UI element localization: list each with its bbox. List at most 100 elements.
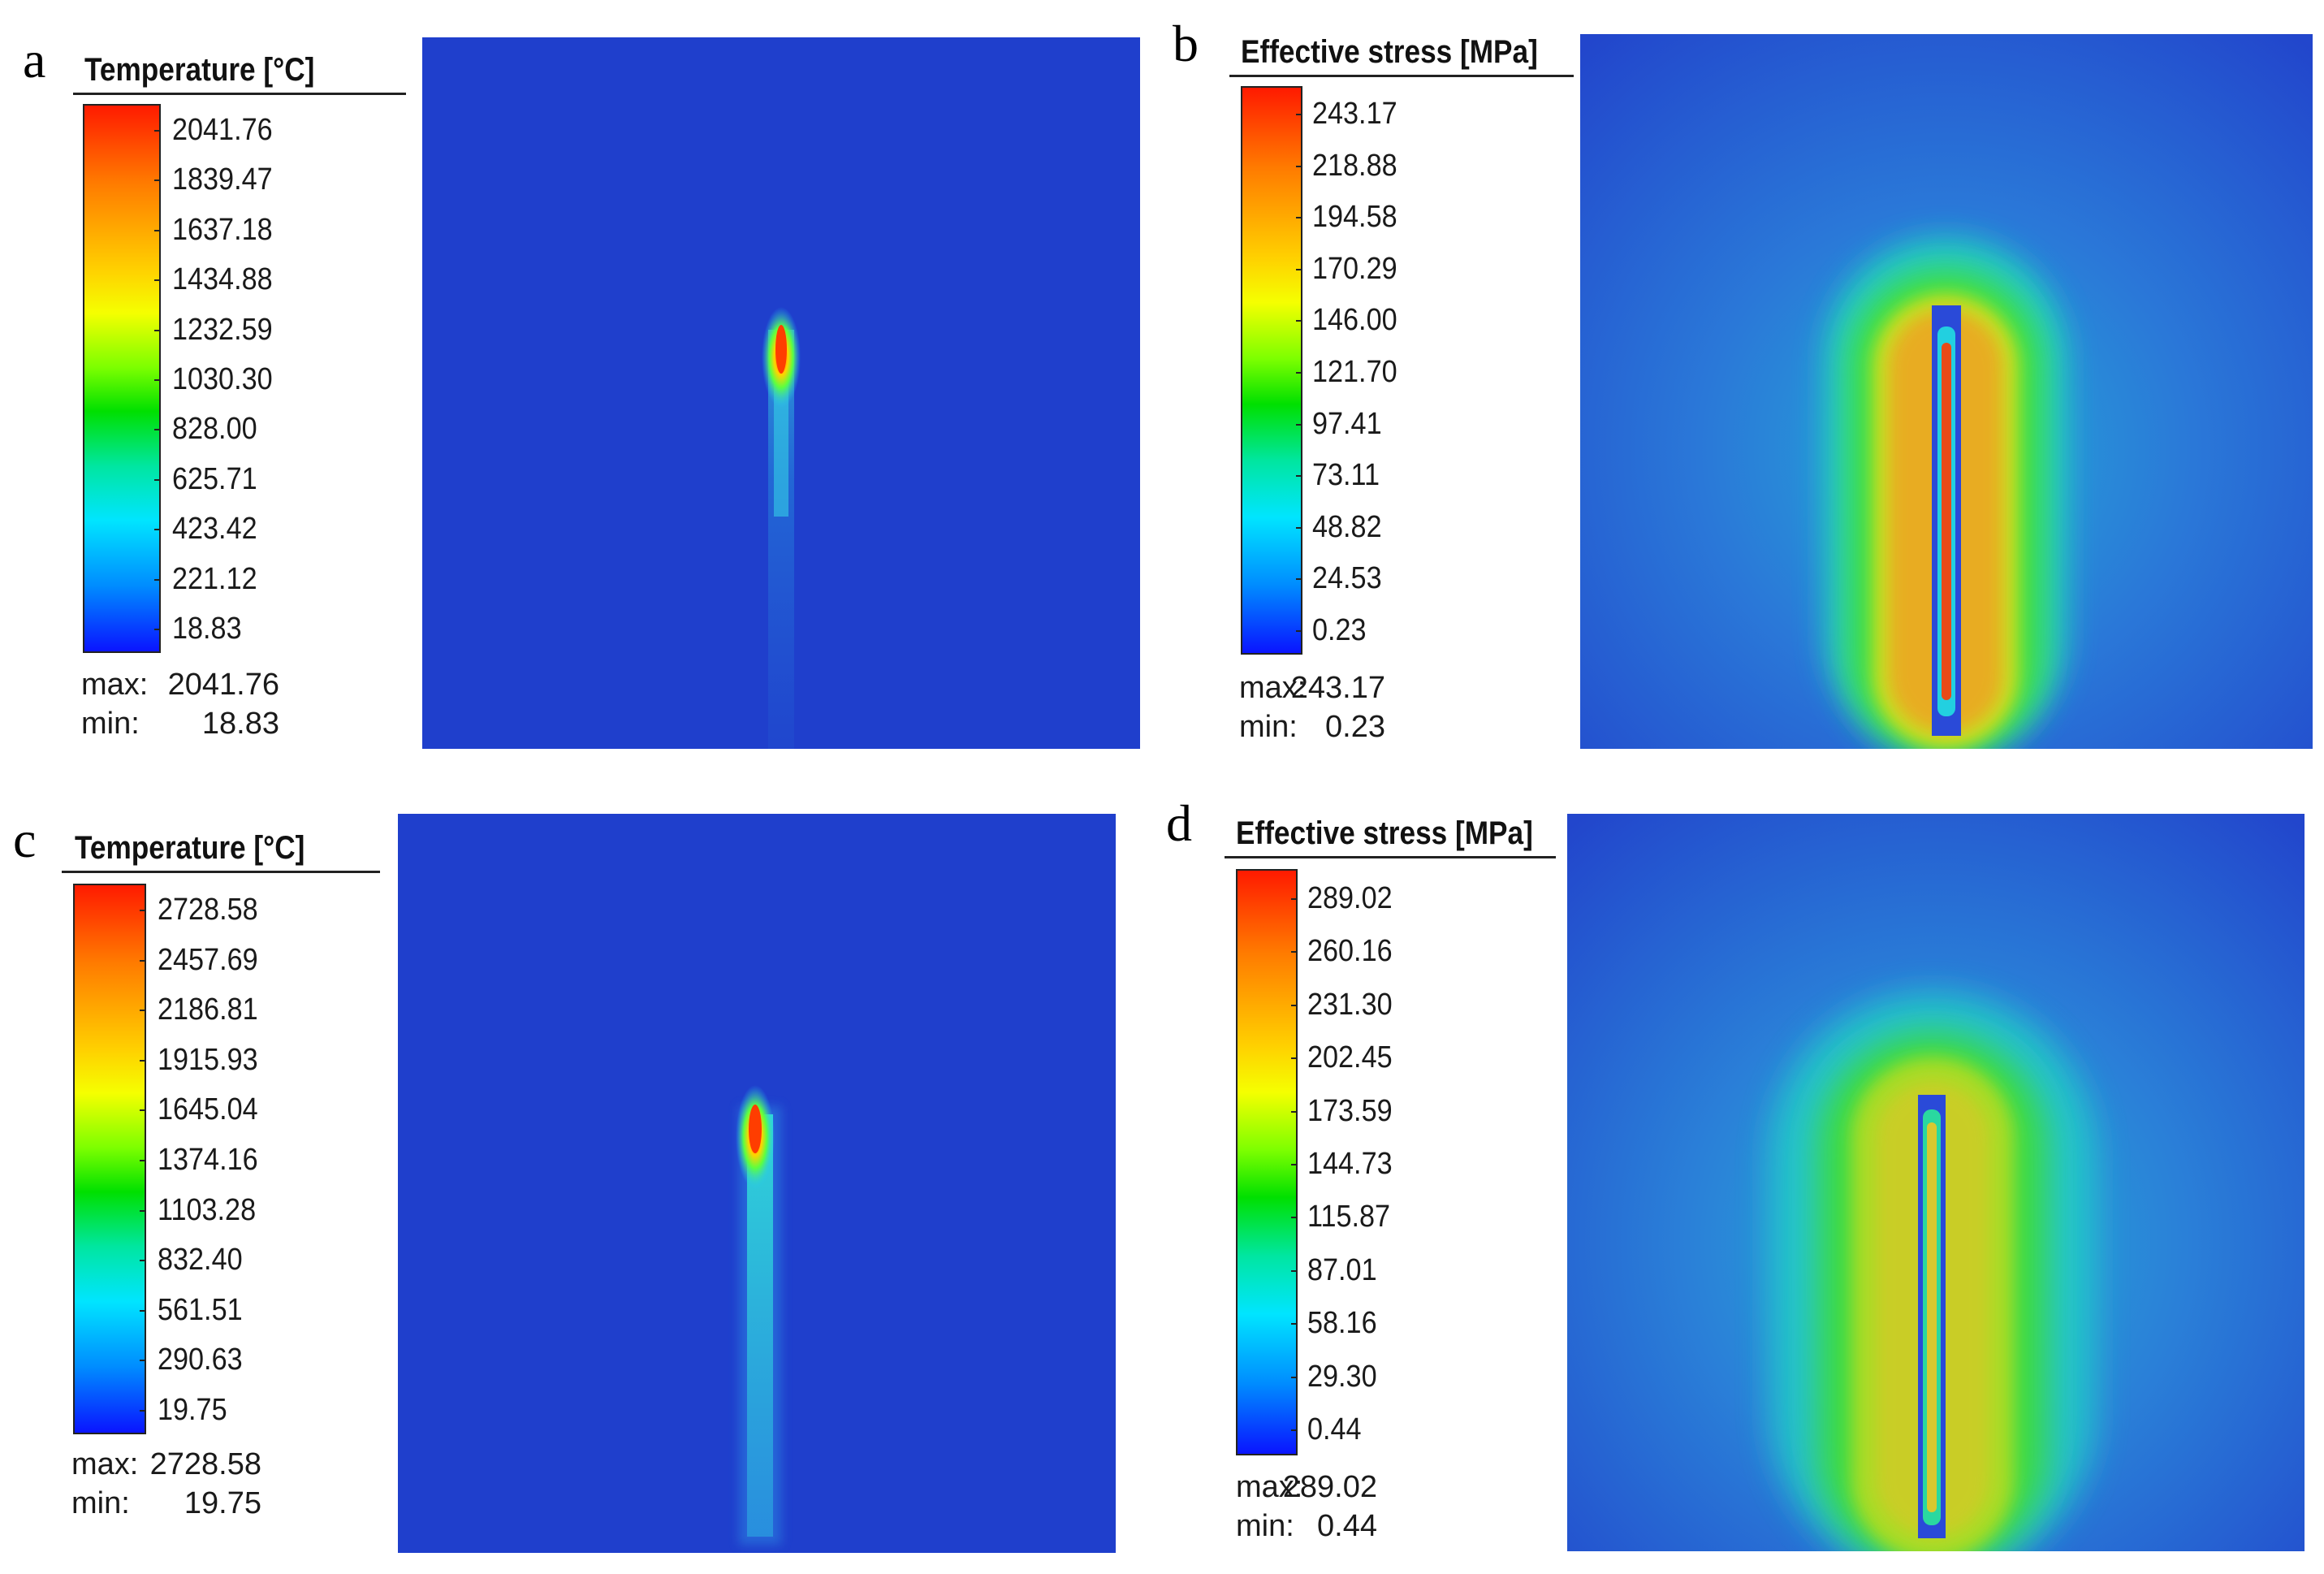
panel-label-a: a [23,31,46,89]
colorbar-tick-label-b: 0.23 [1312,613,1367,647]
colorbar-d [1236,869,1298,1455]
colorbar-b [1241,86,1302,655]
colorbar-tick-mark-a [154,578,161,581]
colorbar-tick-label-d: 115.87 [1307,1200,1391,1235]
colorbar-tick-mark-a [154,529,161,531]
colorbar-tick-mark-b [1296,320,1302,322]
min-label-b: min: [1239,710,1298,744]
legend-divider-b [1229,75,1574,77]
colorbar-tick-mark-a [154,229,161,231]
colorbar-tick-label-d: 260.16 [1307,934,1393,969]
max-readout-c: max: 2728.58 [71,1449,261,1481]
colorbar-tick-label-d: 87.01 [1307,1252,1377,1287]
colorbar-tick-mark-d [1291,1269,1298,1272]
colorbar-tick-label-b: 218.88 [1312,148,1397,183]
colorbar-tick-label-a: 1637.18 [172,212,273,247]
colorbar-tick-mark-c [140,1059,146,1062]
colorbar-tick-mark-b [1296,526,1302,529]
colorbar-tick-mark-d [1291,1164,1298,1165]
legend-title-b: Effective stress [MPa] [1241,34,1538,70]
colorbar-tick-mark-c [140,959,146,962]
min-readout-d: min: 0.44 [1236,1511,1377,1543]
colorbar-tick-mark-a [154,279,161,282]
colorbar-tick-label-a: 1434.88 [172,262,273,297]
colorbar-tick-label-a: 1030.30 [172,362,273,396]
colorbar-tick-label-d: 202.45 [1307,1040,1393,1075]
colorbar-tick-mark-d [1291,1004,1298,1006]
colorbar-tick-label-c: 1645.04 [158,1092,258,1127]
colorbar-tick-mark-d [1291,1057,1298,1060]
colorbar-tick-mark-d [1291,1110,1298,1113]
colorbar-tick-label-c: 561.51 [158,1292,243,1327]
max-label-a: max: [81,668,149,702]
colorbar-tick-label-d: 144.73 [1307,1147,1393,1181]
colorbar-tick-label-b: 97.41 [1312,406,1382,441]
colorbar-tick-mark-d [1291,1429,1298,1431]
colorbar-tick-label-d: 173.59 [1307,1093,1393,1128]
panel-label-d: d [1166,794,1192,852]
colorbar-tick-mark-c [140,1160,146,1161]
colorbar-tick-mark-a [154,379,161,381]
colorbar-tick-mark-c [140,1360,146,1362]
colorbar-tick-mark-a [154,179,161,182]
min-label-a: min: [81,707,140,741]
colorbar-tick-mark-d [1291,1376,1298,1378]
min-value-d: 0.44 [1317,1509,1377,1543]
colorbar-tick-label-a: 1232.59 [172,312,273,347]
colorbar-tick-label-d: 0.44 [1307,1412,1362,1446]
colorbar-tick-label-a: 1839.47 [172,162,273,197]
colorbar-tick-mark-b [1296,217,1302,219]
colorbar-tick-label-b: 48.82 [1312,509,1382,544]
colorbar-tick-label-d: 289.02 [1307,881,1393,915]
colorbar-tick-mark-a [154,629,161,630]
colorbar-tick-mark-d [1291,1217,1298,1219]
colorbar-a [83,104,161,653]
colorbar-tick-label-a: 2041.76 [172,113,273,147]
colorbar-tick-mark-b [1296,423,1302,426]
colorbar-tick-mark-c [140,1309,146,1312]
min-readout-a: min: 18.83 [81,708,279,741]
colorbar-tick-mark-c [140,1410,146,1412]
legend-divider-a [73,93,406,95]
colorbar-tick-label-a: 221.12 [172,561,257,596]
colorbar-tick-mark-b [1296,372,1302,374]
colorbar-tick-label-b: 73.11 [1312,458,1380,493]
colorbar-tick-mark-c [140,1260,146,1262]
max-value-b: 243.17 [1290,671,1385,705]
colorbar-tick-mark-d [1291,898,1298,900]
colorbar-tick-mark-d [1291,1323,1298,1325]
max-readout-b: max: 243.17 [1239,672,1385,705]
panel-label-c: c [13,811,37,868]
min-value-b: 0.23 [1325,710,1385,744]
colorbar-tick-mark-b [1296,578,1302,581]
panel-label-b: b [1173,15,1199,72]
colorbar-tick-label-d: 29.30 [1307,1359,1377,1394]
colorbar-tick-label-a: 18.83 [172,612,242,646]
colorbar-tick-label-b: 243.17 [1312,97,1397,131]
colorbar-tick-label-b: 24.53 [1312,561,1382,596]
colorbar-tick-mark-b [1296,114,1302,115]
colorbar-tick-label-c: 2186.81 [158,992,258,1027]
legend-title-d: Effective stress [MPa] [1236,815,1533,851]
colorbar-tick-label-c: 832.40 [158,1243,243,1278]
max-label-c: max: [71,1447,139,1481]
colorbar-tick-label-b: 121.70 [1312,355,1397,389]
colorbar-tick-mark-c [140,1010,146,1012]
max-readout-d: max: 289.02 [1236,1472,1377,1504]
max-value-d: 289.02 [1282,1470,1377,1504]
stress-field-b [1580,34,2313,749]
colorbar-tick-label-c: 2728.58 [158,893,258,927]
stress-field-d [1567,814,2305,1551]
colorbar-tick-mark-b [1296,475,1302,478]
temperature-field-c [398,814,1116,1553]
colorbar-tick-mark-a [154,329,161,331]
colorbar-c [73,884,146,1434]
colorbar-tick-label-d: 231.30 [1307,987,1393,1022]
legend-divider-d [1225,856,1556,858]
colorbar-tick-mark-a [154,130,161,132]
colorbar-tick-label-c: 1915.93 [158,1042,258,1077]
colorbar-tick-label-a: 423.42 [172,512,257,547]
max-label-d: max: [1236,1470,1303,1504]
colorbar-tick-label-a: 828.00 [172,412,257,447]
min-readout-b: min: 0.23 [1239,711,1385,744]
